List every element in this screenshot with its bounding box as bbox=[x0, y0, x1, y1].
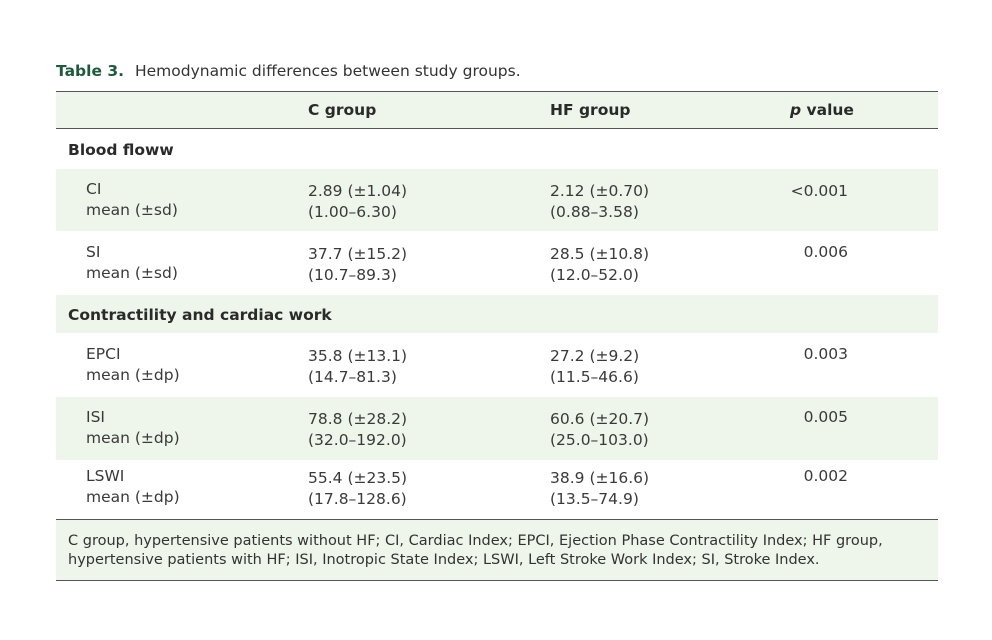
table-row-ci-label: CI mean (±sd) bbox=[86, 179, 178, 221]
table-row-lswi-p-value: 0.002 bbox=[803, 467, 848, 485]
table-caption-text: Hemodynamic differences between study gr… bbox=[134, 62, 521, 80]
c-mean: 2.89 (±1.04) bbox=[308, 182, 408, 200]
table-row-epci-c-group: 35.8 (±13.1) (14.7–81.3) bbox=[308, 346, 407, 388]
hf-mean: 27.2 (±9.2) bbox=[550, 347, 640, 365]
table-row-isi-label: ISI mean (±dp) bbox=[86, 407, 180, 449]
row-stat: mean (±dp) bbox=[86, 366, 180, 384]
hf-range: (11.5–46.6) bbox=[550, 368, 639, 386]
table-row-si-hf-group: 28.5 (±10.8) (12.0–52.0) bbox=[550, 244, 649, 286]
column-header-p-value: p value bbox=[790, 101, 854, 119]
row-stat: mean (±sd) bbox=[86, 264, 178, 282]
c-range: (32.0–192.0) bbox=[308, 431, 407, 449]
table-row-si-label: SI mean (±sd) bbox=[86, 242, 178, 284]
hf-range: (25.0–103.0) bbox=[550, 431, 649, 449]
row-stat: mean (±sd) bbox=[86, 201, 178, 219]
c-mean: 55.4 (±23.5) bbox=[308, 469, 408, 487]
table-row-si-c-group: 37.7 (±15.2) (10.7–89.3) bbox=[308, 244, 407, 286]
hf-mean: 38.9 (±16.6) bbox=[550, 469, 650, 487]
row-band-isi bbox=[56, 397, 938, 460]
c-range: (1.00–6.30) bbox=[308, 203, 397, 221]
table-row-si-p-value: 0.006 bbox=[803, 243, 848, 261]
row-stat: mean (±dp) bbox=[86, 488, 180, 506]
row-name: ISI bbox=[86, 408, 105, 426]
bottom-rule bbox=[56, 580, 938, 581]
row-name: SI bbox=[86, 243, 101, 261]
table-row-isi-c-group: 78.8 (±28.2) (32.0–192.0) bbox=[308, 409, 407, 451]
hf-mean: 60.6 (±20.7) bbox=[550, 410, 650, 428]
hf-range: (13.5–74.9) bbox=[550, 490, 639, 508]
column-header-c-group: C group bbox=[308, 101, 377, 119]
footnote-top-rule bbox=[56, 519, 938, 520]
table-row-ci-hf-group: 2.12 (±0.70) (0.88–3.58) bbox=[550, 181, 649, 223]
section-title-blood-flow: Blood floww bbox=[68, 141, 174, 159]
table-row-ci-c-group: 2.89 (±1.04) (1.00–6.30) bbox=[308, 181, 407, 223]
table-row-isi-p-value: 0.005 bbox=[803, 408, 848, 426]
hf-mean: 28.5 (±10.8) bbox=[550, 245, 650, 263]
p-value-label: value bbox=[801, 101, 854, 119]
table-row-ci-p-value: <0.001 bbox=[790, 182, 848, 200]
header-bottom-rule bbox=[56, 128, 938, 129]
section-title-contractility: Contractility and cardiac work bbox=[68, 306, 332, 324]
table-row-lswi-label: LSWI mean (±dp) bbox=[86, 466, 180, 508]
c-mean: 35.8 (±13.1) bbox=[308, 347, 408, 365]
c-mean: 37.7 (±15.2) bbox=[308, 245, 408, 263]
table-footnote: C group, hypertensive patients without H… bbox=[68, 533, 883, 568]
c-range: (14.7–81.3) bbox=[308, 368, 397, 386]
hf-range: (0.88–3.58) bbox=[550, 203, 639, 221]
table-row-epci-hf-group: 27.2 (±9.2) (11.5–46.6) bbox=[550, 346, 639, 388]
hf-mean: 2.12 (±0.70) bbox=[550, 182, 650, 200]
table-row-lswi-hf-group: 38.9 (±16.6) (13.5–74.9) bbox=[550, 468, 649, 510]
row-stat: mean (±dp) bbox=[86, 429, 180, 447]
row-name: EPCI bbox=[86, 345, 121, 363]
row-name: CI bbox=[86, 180, 102, 198]
c-mean: 78.8 (±28.2) bbox=[308, 410, 408, 428]
table-row-isi-hf-group: 60.6 (±20.7) (25.0–103.0) bbox=[550, 409, 649, 451]
header-band bbox=[56, 91, 938, 129]
c-range: (17.8–128.6) bbox=[308, 490, 407, 508]
table-caption: Table 3. Hemodynamic differences between… bbox=[56, 62, 521, 80]
table-caption-label: Table 3. bbox=[56, 62, 125, 80]
row-name: LSWI bbox=[86, 467, 125, 485]
table-row-epci-p-value: 0.003 bbox=[803, 345, 848, 363]
footnote-band bbox=[56, 520, 938, 580]
table-row-lswi-c-group: 55.4 (±23.5) (17.8–128.6) bbox=[308, 468, 407, 510]
row-band-ci bbox=[56, 169, 938, 231]
p-italic: p bbox=[790, 101, 802, 119]
section-band-contractility bbox=[56, 295, 938, 333]
hf-range: (12.0–52.0) bbox=[550, 266, 639, 284]
column-header-hf-group: HF group bbox=[550, 101, 631, 119]
top-rule bbox=[56, 91, 938, 92]
table-row-epci-label: EPCI mean (±dp) bbox=[86, 344, 180, 386]
c-range: (10.7–89.3) bbox=[308, 266, 397, 284]
